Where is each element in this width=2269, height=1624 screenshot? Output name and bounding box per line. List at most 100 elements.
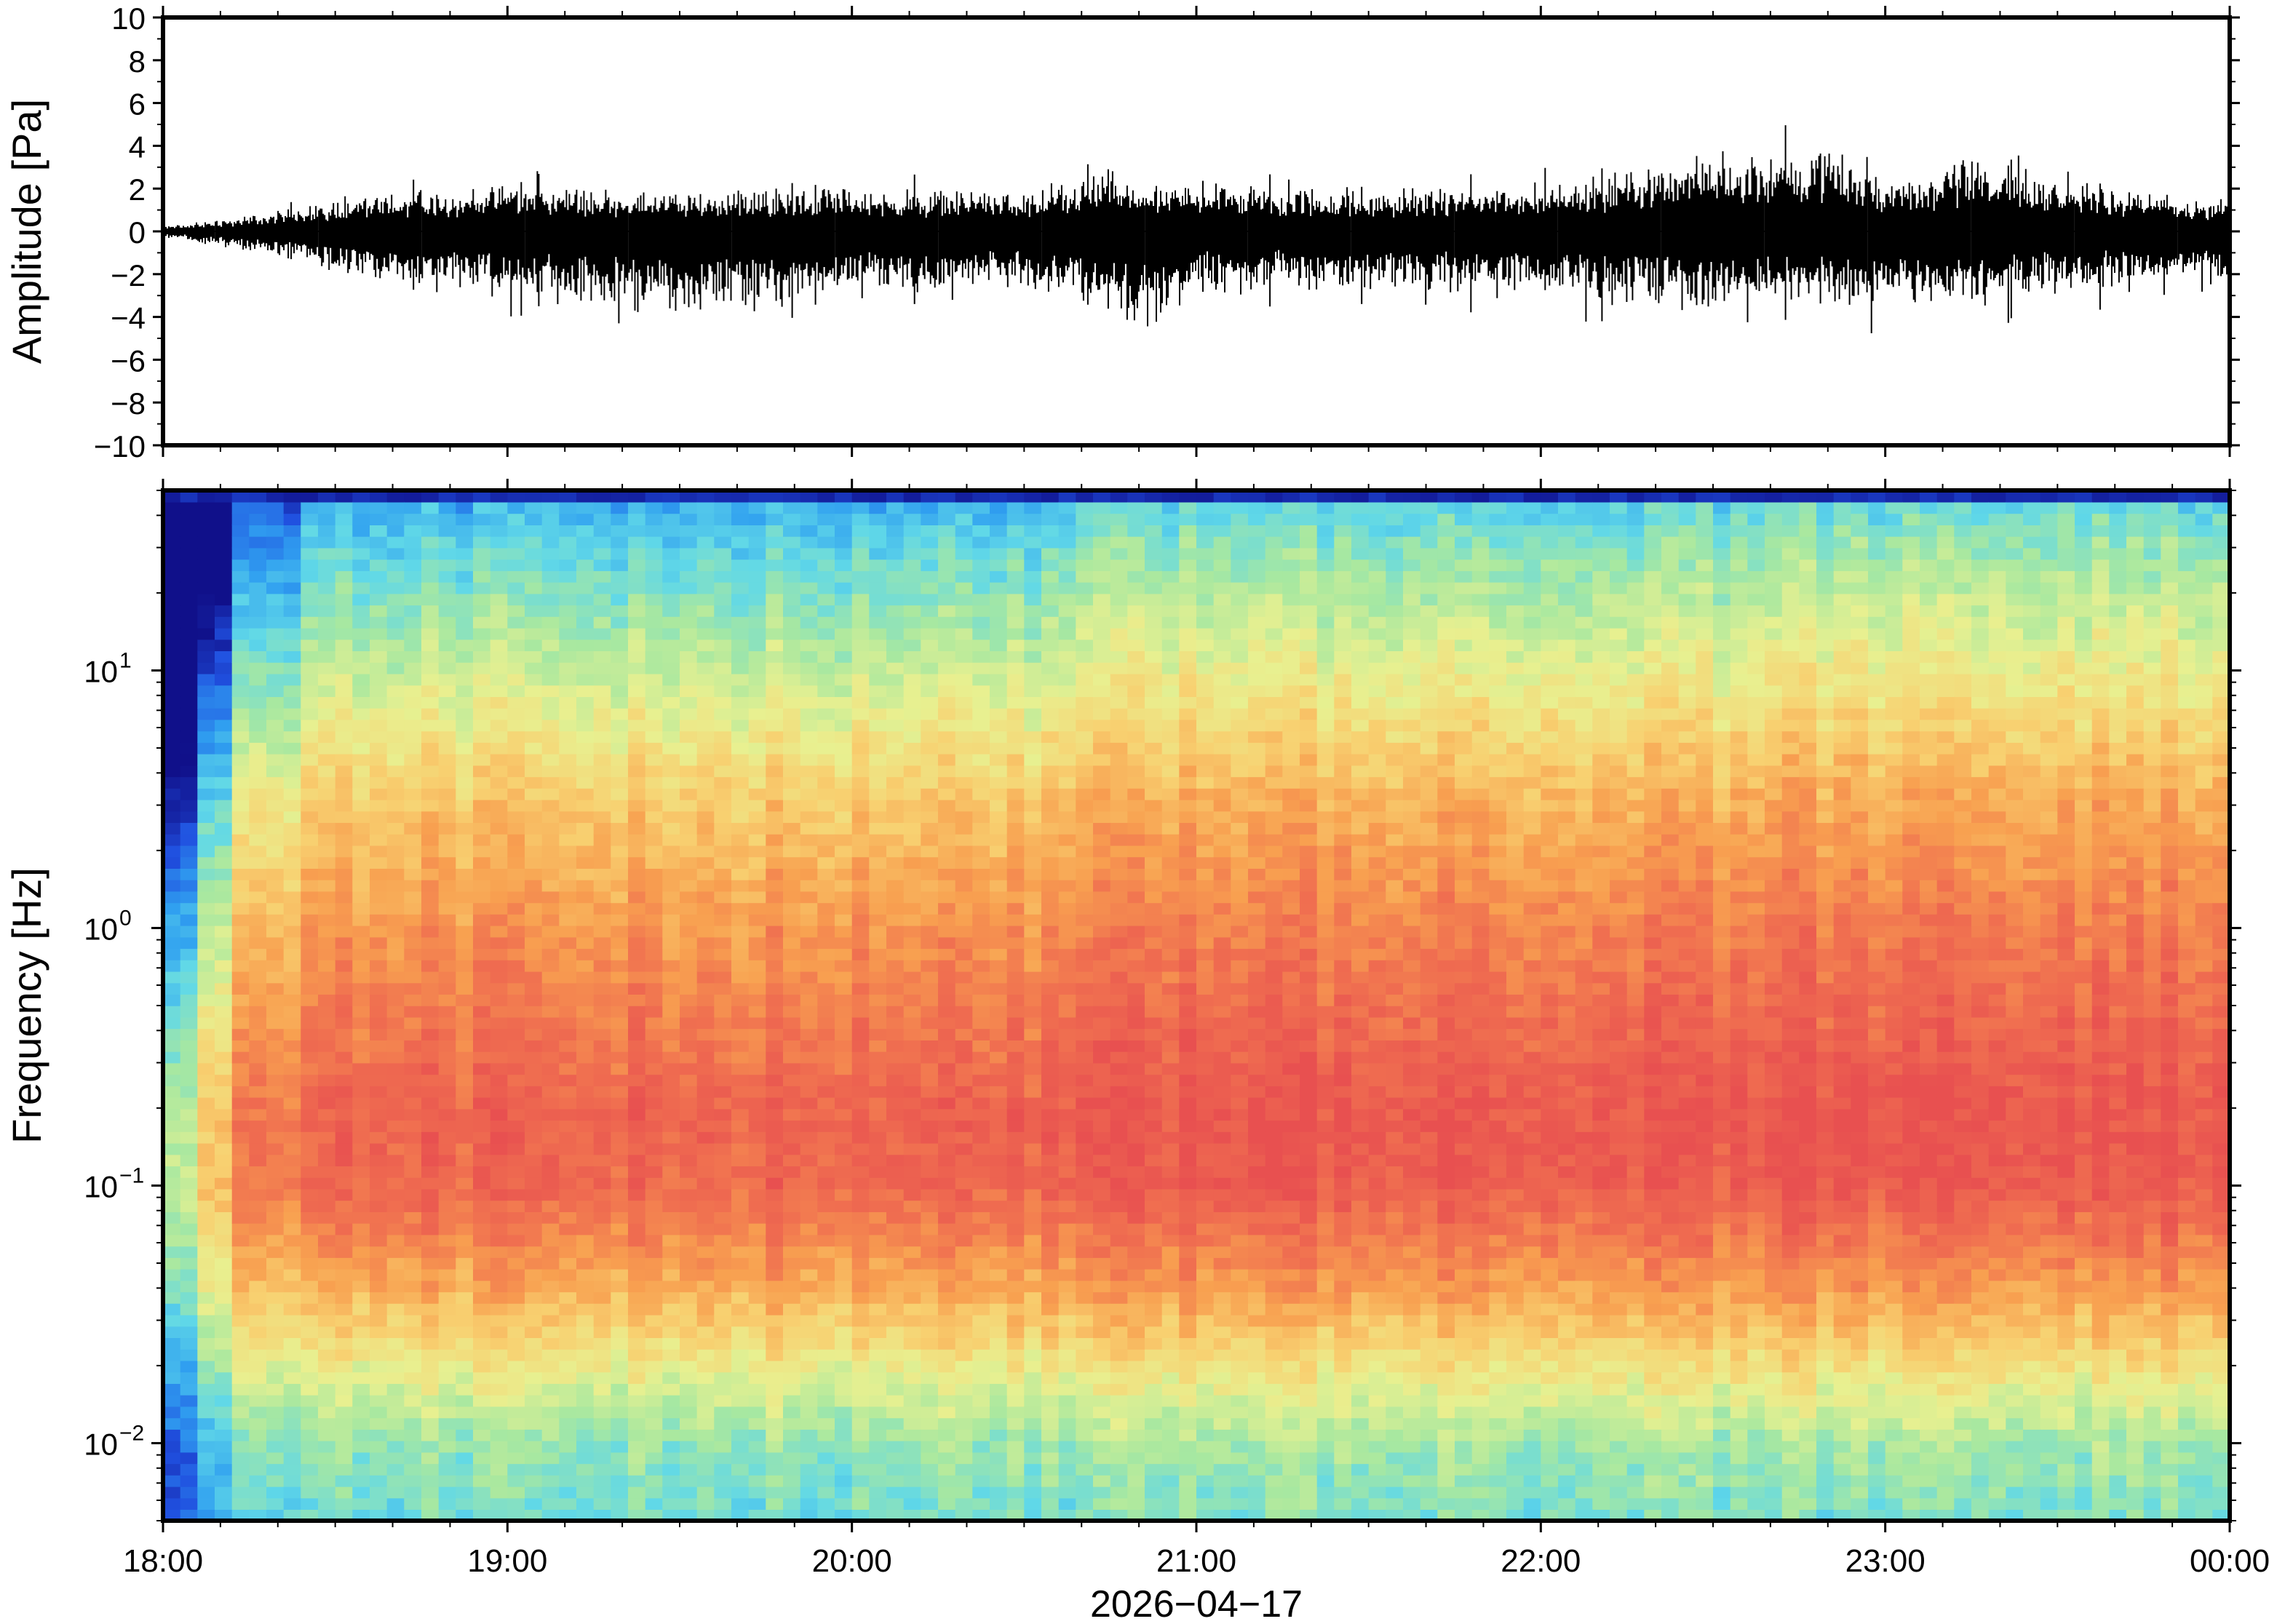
heatmap-cell: [731, 1475, 750, 1487]
heatmap-cell: [249, 1166, 267, 1178]
heatmap-cell: [972, 1475, 990, 1487]
heatmap-cell: [680, 1429, 698, 1441]
heatmap-cell: [783, 731, 801, 743]
y-tick-label: 10: [111, 1, 146, 36]
heatmap-cell: [301, 1257, 319, 1270]
heatmap-cell: [231, 525, 250, 537]
heatmap-cell: [1041, 982, 1060, 995]
heatmap-cell: [662, 1486, 680, 1499]
heatmap-cell: [662, 525, 680, 537]
heatmap-cell: [851, 1040, 870, 1052]
heatmap-cell: [990, 994, 1008, 1006]
heatmap-cell: [835, 696, 853, 709]
heatmap-cell: [473, 1509, 491, 1521]
heatmap-cell: [404, 1440, 422, 1453]
heatmap-cell: [800, 1509, 819, 1521]
heatmap-cell: [249, 994, 267, 1006]
heatmap-cell: [490, 1349, 509, 1361]
heatmap-cell: [231, 570, 250, 583]
heatmap-cell: [645, 822, 664, 835]
heatmap-cell: [335, 994, 354, 1006]
heatmap-cell: [197, 570, 215, 583]
heatmap-cell: [1024, 696, 1042, 709]
heatmap-cell: [1041, 822, 1060, 835]
heatmap-cell: [1093, 1509, 1111, 1521]
heatmap-cell: [645, 936, 664, 950]
heatmap-cell: [611, 1268, 629, 1281]
heatmap-cell: [835, 1291, 853, 1304]
heatmap-cell: [215, 1486, 233, 1499]
heatmap-cell: [990, 845, 1008, 858]
heatmap-cell: [955, 891, 974, 904]
heatmap-cell: [576, 1337, 595, 1350]
heatmap-cell: [473, 925, 491, 938]
heatmap-cell: [197, 948, 215, 960]
heatmap-cell: [869, 925, 887, 938]
heatmap-cell: [921, 788, 939, 800]
heatmap-cell: [903, 1234, 922, 1247]
heatmap-cell: [817, 719, 835, 732]
heatmap-cell: [525, 902, 543, 915]
heatmap-cell: [593, 799, 612, 812]
heatmap-cell: [335, 1154, 354, 1166]
heatmap-cell: [335, 856, 354, 869]
heatmap-cell: [421, 960, 440, 972]
heatmap-cell: [318, 547, 336, 560]
heatmap-cell: [903, 1177, 922, 1190]
heatmap-cell: [576, 547, 595, 560]
heatmap-cell: [421, 639, 440, 651]
heatmap-cell: [370, 616, 388, 629]
heatmap-cell: [507, 1062, 525, 1075]
heatmap-cell: [163, 1096, 181, 1110]
heatmap-cell: [696, 1016, 715, 1030]
heatmap-cell: [163, 1429, 181, 1441]
heatmap-cell: [748, 525, 767, 537]
heatmap-cell: [525, 536, 543, 549]
heatmap-cell: [283, 581, 302, 594]
heatmap-cell: [611, 1440, 629, 1453]
heatmap-cell: [1076, 1383, 1094, 1396]
heatmap-cell: [903, 891, 922, 904]
heatmap-cell: [335, 696, 354, 709]
heatmap-cell: [714, 1166, 732, 1178]
heatmap-cell: [662, 1086, 680, 1098]
heatmap-cell: [662, 1177, 680, 1190]
heatmap-cell: [421, 1463, 440, 1476]
heatmap-cell: [318, 639, 336, 651]
heatmap-cell: [249, 1429, 267, 1441]
heatmap-cell: [559, 1452, 577, 1465]
heatmap-cell: [731, 547, 750, 560]
heatmap-cell: [645, 788, 664, 800]
heatmap-cell: [783, 765, 801, 778]
heatmap-cell: [1024, 914, 1042, 926]
heatmap-cell: [593, 1166, 612, 1178]
heatmap-cell: [525, 1234, 543, 1247]
heatmap-cell: [301, 650, 319, 663]
heatmap-cell: [990, 536, 1008, 549]
heatmap-cell: [335, 1463, 354, 1476]
heatmap-cell: [421, 971, 440, 984]
heatmap-cell: [696, 914, 715, 926]
heatmap-cell: [576, 1006, 595, 1018]
heatmap-cell: [611, 811, 629, 823]
heatmap-cell: [559, 547, 577, 560]
heatmap-cell: [800, 902, 819, 915]
heatmap-cell: [386, 1314, 405, 1327]
heatmap-cell: [490, 753, 509, 766]
heatmap-cell: [421, 1142, 440, 1155]
heatmap-cell: [680, 581, 698, 594]
heatmap-cell: [869, 696, 887, 709]
heatmap-cell: [1041, 581, 1060, 594]
heatmap-cell: [335, 845, 354, 858]
heatmap-cell: [421, 1452, 440, 1465]
heatmap-cell: [421, 1234, 440, 1247]
heatmap-cell: [438, 1394, 457, 1407]
heatmap-cell: [438, 1509, 457, 1521]
heatmap-cell: [490, 1074, 509, 1086]
heatmap-cell: [869, 1108, 887, 1121]
heatmap-cell: [748, 581, 767, 594]
heatmap-cell: [421, 696, 440, 709]
heatmap-cell: [990, 513, 1008, 525]
heatmap-cell: [404, 960, 422, 972]
